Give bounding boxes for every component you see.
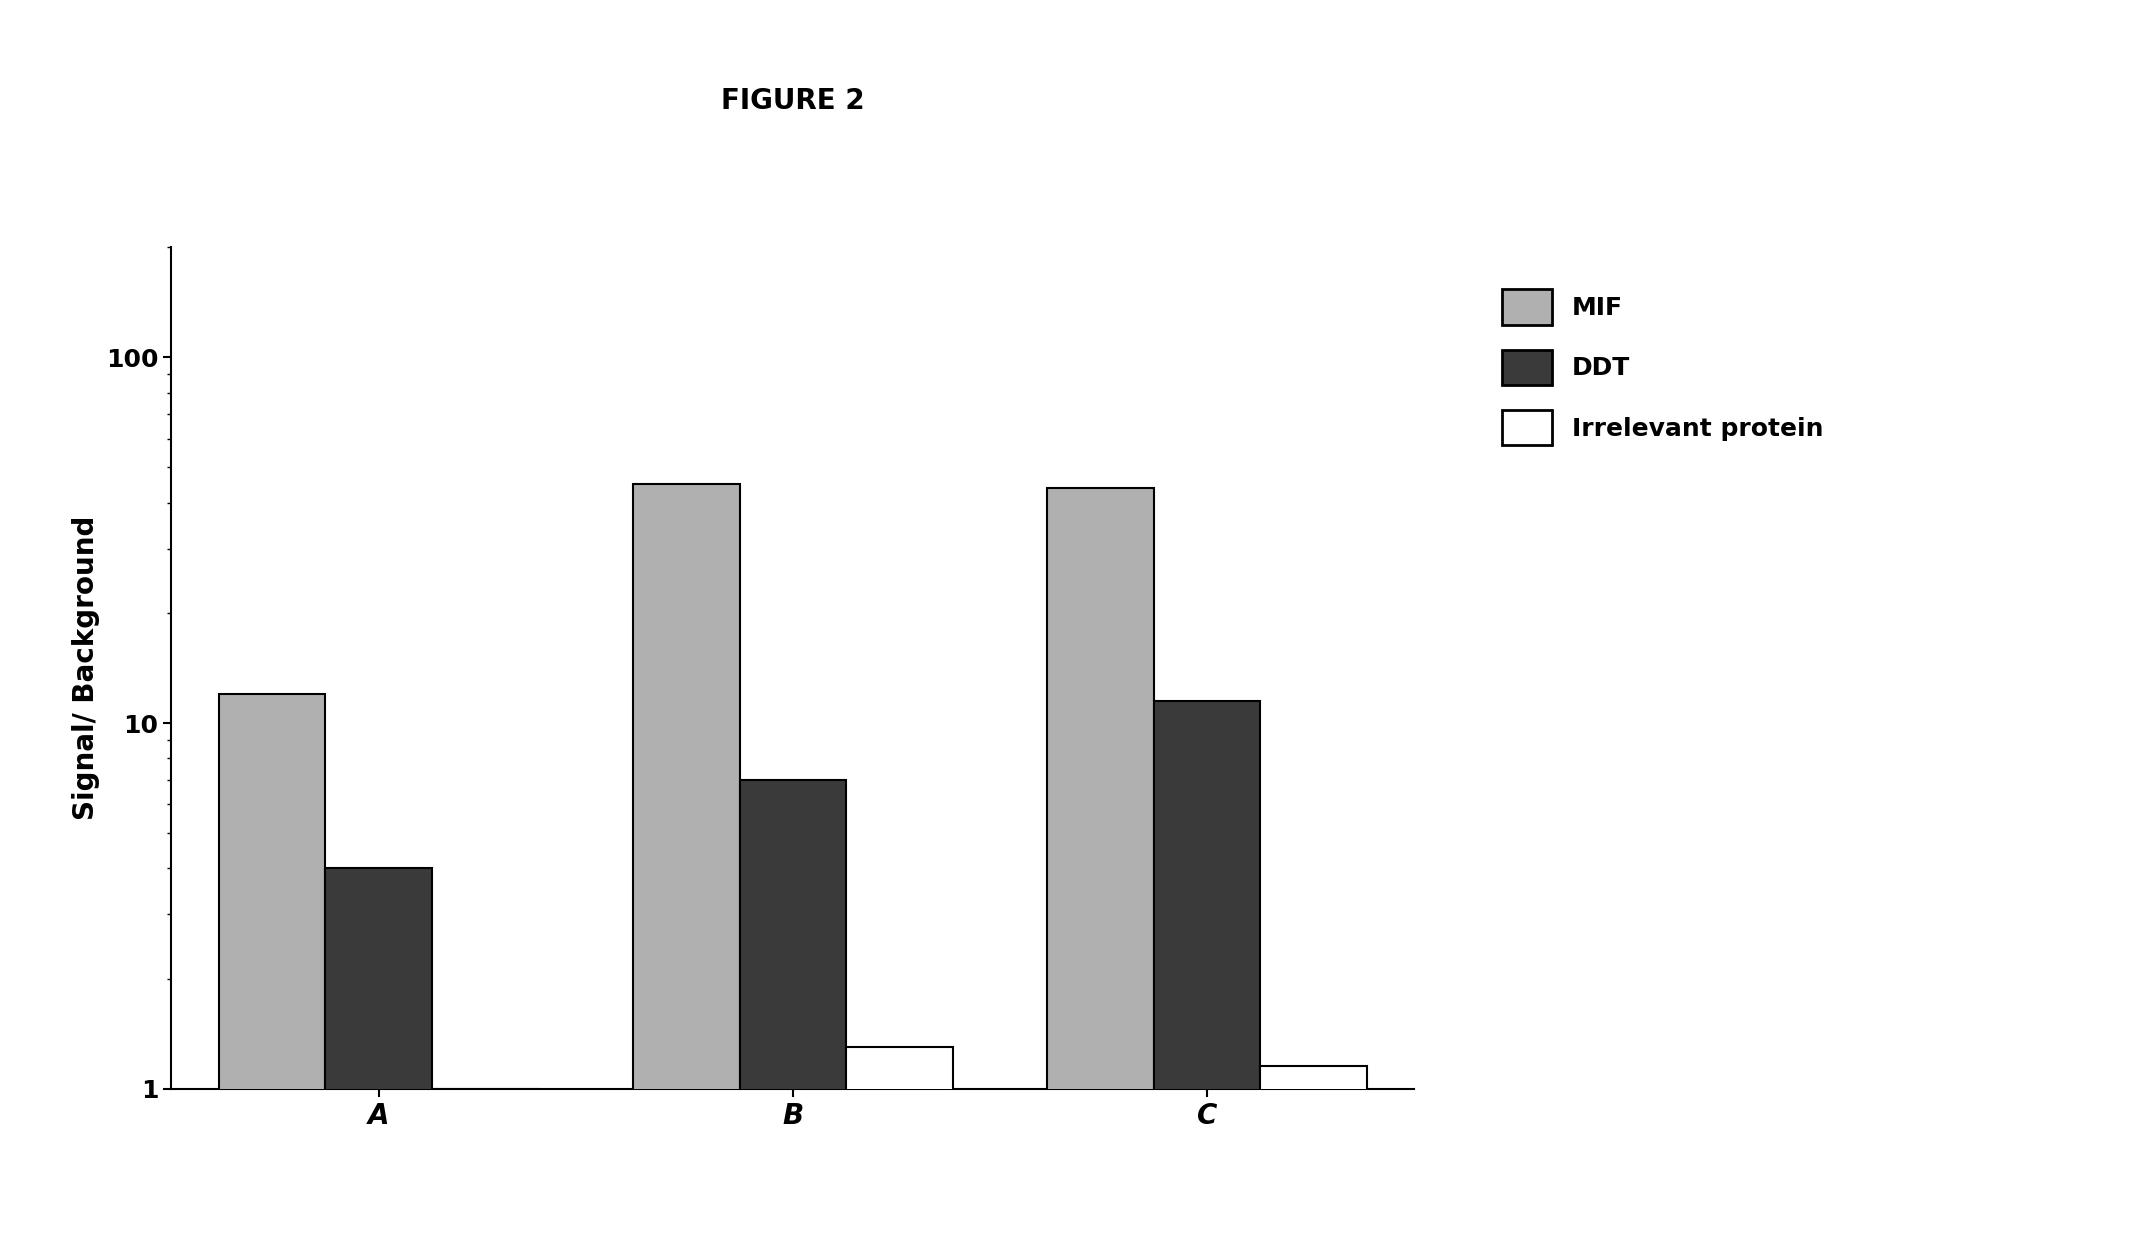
Bar bbox=[846, 1047, 954, 1237]
Bar bbox=[1048, 487, 1153, 1237]
Bar bbox=[326, 868, 433, 1237]
Bar bbox=[1260, 1066, 1367, 1237]
Bar bbox=[219, 694, 326, 1237]
Bar bbox=[1153, 701, 1260, 1237]
Legend: MIF, DDT, Irrelevant protein: MIF, DDT, Irrelevant protein bbox=[1489, 277, 1837, 458]
Bar bbox=[632, 484, 739, 1237]
Text: FIGURE 2: FIGURE 2 bbox=[720, 87, 866, 115]
Bar bbox=[739, 779, 846, 1237]
Y-axis label: Signal/ Background: Signal/ Background bbox=[73, 516, 101, 820]
Bar bbox=[433, 1089, 538, 1237]
